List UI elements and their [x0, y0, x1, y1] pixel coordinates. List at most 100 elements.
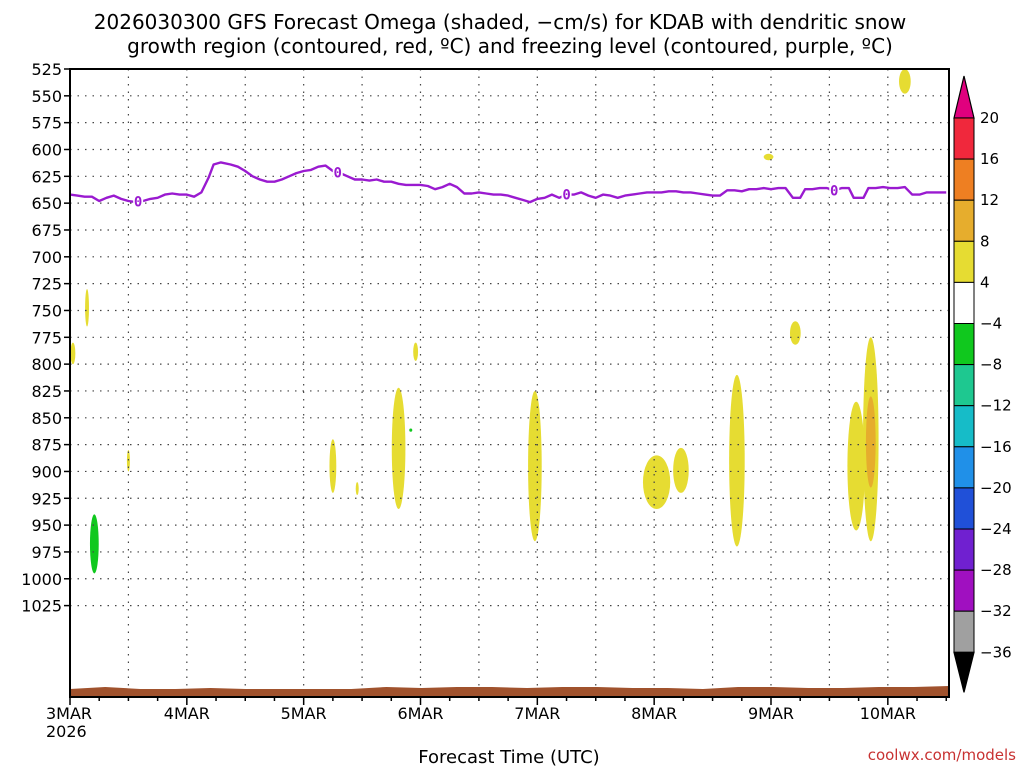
- ground-fill: [70, 686, 949, 697]
- gridlines: [70, 69, 949, 697]
- colorbar-label-4: 4: [980, 273, 990, 291]
- colorbar-label-6: −8: [980, 356, 1002, 374]
- y-tick-label-675: 675: [31, 221, 62, 240]
- ground-surface: [70, 686, 949, 697]
- x-tick-label-4: 7MAR: [514, 704, 560, 723]
- omega-region-6: [126, 449, 130, 472]
- colorbar-label-0: 20: [980, 109, 999, 127]
- chart-title-line-2: growth region (contoured, red, ºC) and f…: [127, 34, 893, 58]
- contour-label-bg-0: [133, 193, 144, 209]
- x-tick-sublabel-0: 2026: [46, 722, 87, 741]
- y-tick-label-1000: 1000: [21, 570, 62, 589]
- contour-label-bg-3: [829, 182, 840, 198]
- shading-layer: [70, 69, 911, 574]
- colorbar-label-13: −36: [980, 643, 1012, 661]
- omega-region-8: [355, 482, 359, 496]
- colorbar-label-2: 12: [980, 191, 999, 209]
- colorbar: 20 16 12 8 4 −4 −8 −12 −16 −20 −24 −28 −32 −36: [953, 75, 1012, 693]
- colorbar-seg-12: [953, 569, 975, 612]
- y-tick-label-925: 925: [31, 489, 62, 508]
- y-tick-label-650: 650: [31, 194, 62, 213]
- y-tick-label-600: 600: [31, 140, 62, 159]
- omega-region-18: [409, 428, 413, 432]
- y-tick-label-625: 625: [31, 167, 62, 186]
- y-tick-label-800: 800: [31, 355, 62, 374]
- x-tick-label-0: 3MAR: [46, 704, 92, 723]
- colorbar-seg-8: [953, 405, 975, 448]
- y-tick-label-525: 525: [31, 60, 62, 79]
- omega-region-1: [763, 153, 774, 161]
- freezing-level-label-1: 0: [334, 165, 342, 181]
- y-tick-label-1025: 1025: [21, 597, 62, 616]
- omega-region-14: [847, 401, 865, 531]
- colorbar-seg-6: [953, 323, 975, 366]
- y-tick-label-550: 550: [31, 87, 62, 106]
- colorbar-label-12: −32: [980, 602, 1012, 620]
- omega-region-13: [729, 374, 745, 547]
- colorbar-label-9: −20: [980, 479, 1012, 497]
- colorbar-label-3: 8: [980, 232, 990, 250]
- colorbar-seg-4: [953, 240, 975, 283]
- omega-region-11: [642, 455, 671, 510]
- colorbar-seg-10: [953, 487, 975, 530]
- colorbar-seg-1: [953, 117, 975, 160]
- colorbar-label-7: −12: [980, 397, 1012, 415]
- colorbar-seg-2: [953, 158, 975, 201]
- omega-region-4: [413, 342, 419, 361]
- y-tick-label-575: 575: [31, 114, 62, 133]
- x-axis-title: Forecast Time (UTC): [418, 747, 599, 768]
- y-tick-label-850: 850: [31, 409, 62, 428]
- omega-region-3: [70, 342, 76, 365]
- y-tick-label-825: 825: [31, 382, 62, 401]
- y-tick-label-900: 900: [31, 462, 62, 481]
- y-tick-label-775: 775: [31, 328, 62, 347]
- contour-label-bg-2: [561, 186, 572, 202]
- colorbar-label-5: −4: [980, 315, 1002, 333]
- colorbar-label-10: −24: [980, 520, 1012, 538]
- omega-region-9: [391, 387, 406, 510]
- x-tick-label-6: 9MAR: [748, 704, 794, 723]
- omega-region-7: [329, 439, 337, 493]
- x-tick-label-2: 5MAR: [281, 704, 327, 723]
- chart-title-line-1: 2026030300 GFS Forecast Omega (shaded, −…: [94, 10, 906, 34]
- freezing-level-contour: 0 0 0 0: [69, 161, 947, 211]
- omega-region-17: [89, 514, 99, 574]
- x-tick-label-3: 6MAR: [397, 704, 443, 723]
- y-tick-label-750: 750: [31, 301, 62, 320]
- omega-region-2: [85, 289, 89, 327]
- colorbar-seg-11: [953, 528, 975, 571]
- x-tick-label-5: 8MAR: [631, 704, 677, 723]
- colorbar-seg-7: [953, 364, 975, 407]
- freezing-level-line: [69, 161, 947, 204]
- y-tick-label-975: 975: [31, 543, 62, 562]
- colorbar-label-1: 16: [980, 150, 999, 168]
- x-tick-label-7: 10MAR: [860, 704, 916, 723]
- colorbar-seg-5: [953, 281, 975, 324]
- x-tick-label-1: 4MAR: [164, 704, 210, 723]
- colorbar-seg-3: [953, 199, 975, 242]
- y-axis: 525 550 575 600 625 650 675 700 725 750 775 800 825 8…: [21, 60, 70, 616]
- y-tick-label-950: 950: [31, 516, 62, 535]
- y-tick-label-725: 725: [31, 275, 62, 294]
- colorbar-label-11: −28: [980, 561, 1012, 579]
- omega-region-10: [528, 390, 542, 542]
- contour-label-bg-1: [332, 164, 343, 180]
- colorbar-seg-13: [953, 610, 975, 653]
- plot-frame: [69, 68, 950, 698]
- omega-region-16: [865, 396, 876, 488]
- y-tick-label-875: 875: [31, 436, 62, 455]
- colorbar-bottom-arrow: [953, 651, 975, 693]
- colorbar-top-arrow: [953, 75, 975, 119]
- colorbar-seg-9: [953, 446, 975, 489]
- credit-text: coolwx.com/models: [868, 746, 1016, 764]
- colorbar-label-8: −16: [980, 438, 1012, 456]
- omega-region-0: [899, 69, 911, 94]
- omega-region-12: [673, 447, 689, 493]
- freezing-level-label-3: 0: [830, 183, 838, 199]
- freezing-level-label-2: 0: [562, 188, 570, 204]
- y-tick-label-700: 700: [31, 248, 62, 267]
- freezing-level-label-0: 0: [134, 195, 142, 211]
- omega-region-5: [789, 321, 801, 345]
